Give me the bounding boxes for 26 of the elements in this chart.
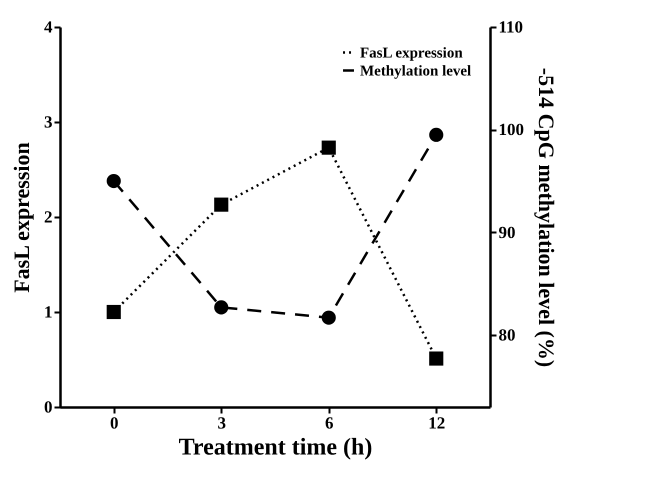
point bbox=[322, 310, 336, 325]
x-tick-label: 12 bbox=[428, 414, 446, 432]
y-tick-label: 0 bbox=[44, 398, 52, 416]
x-tick-label: 6 bbox=[325, 414, 334, 432]
x-tick-label: 0 bbox=[110, 414, 118, 432]
y-tick-label: 2 bbox=[44, 208, 52, 226]
x-tick-label: 3 bbox=[218, 414, 226, 432]
point bbox=[106, 174, 121, 188]
y-axis-title: FasL expression bbox=[9, 142, 34, 293]
point bbox=[214, 198, 228, 212]
y2-tick-label: 90 bbox=[498, 222, 516, 242]
y2-tick-label: 100 bbox=[498, 120, 524, 140]
legend-label: Methylation level bbox=[360, 64, 472, 80]
point bbox=[429, 351, 444, 366]
point bbox=[429, 128, 444, 142]
point bbox=[322, 140, 336, 155]
point bbox=[106, 304, 121, 320]
y2-axis-title: -514 CpG methylation level (%) bbox=[534, 68, 559, 368]
y-tick-label: 4 bbox=[44, 18, 53, 36]
x-axis-title: Treatment time (h) bbox=[178, 434, 372, 460]
point bbox=[214, 300, 228, 314]
y-tick-label: 1 bbox=[44, 302, 52, 322]
y2-tick-label: 80 bbox=[498, 326, 516, 345]
y-tick-label: 3 bbox=[44, 112, 52, 132]
legend-label: FasL expression bbox=[360, 46, 464, 62]
y2-tick-label: 110 bbox=[498, 18, 524, 36]
